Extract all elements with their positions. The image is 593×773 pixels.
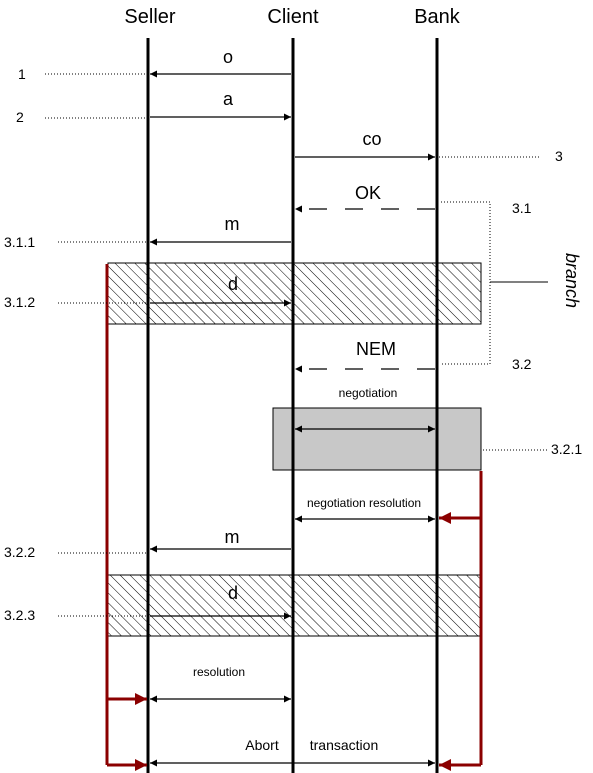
negotiation-resolution-label: negotiation resolution: [307, 496, 421, 510]
participant-client: Client: [267, 6, 319, 28]
resolution-label: resolution: [193, 665, 245, 679]
step-3-1-1: 3.1.1: [4, 234, 35, 250]
participant-seller: Seller: [124, 6, 175, 28]
message-ok-label: OK: [355, 183, 381, 203]
message-d1-label: d: [228, 274, 238, 294]
message-d2-label: d: [228, 583, 238, 603]
negotiation-label: negotiation: [339, 386, 398, 400]
step-3-2: 3.2: [512, 356, 532, 372]
message-co-label: co: [362, 129, 381, 149]
step-3-1-2: 3.1.2: [4, 294, 35, 310]
branch-label: branch: [562, 253, 582, 308]
step-3-1: 3.1: [512, 200, 532, 216]
step-3-2-2: 3.2.2: [4, 544, 35, 560]
message-o-label: o: [223, 47, 233, 67]
step-1: 1: [18, 66, 26, 82]
message-m2-label: m: [225, 527, 240, 547]
message-m1-label: m: [225, 214, 240, 234]
abort-label: Abort: [245, 737, 279, 753]
step-3: 3: [555, 148, 563, 164]
step-3-2-3: 3.2.3: [4, 607, 35, 623]
transaction-label: transaction: [310, 737, 378, 753]
branch-bracket: [441, 201, 491, 365]
message-a-label: a: [223, 89, 234, 109]
step-2: 2: [16, 109, 24, 125]
negotiation-box: [272, 407, 482, 471]
participant-bank: Bank: [414, 6, 461, 28]
message-nem-label: NEM: [356, 339, 396, 359]
step-3-2-1: 3.2.1: [551, 441, 582, 457]
